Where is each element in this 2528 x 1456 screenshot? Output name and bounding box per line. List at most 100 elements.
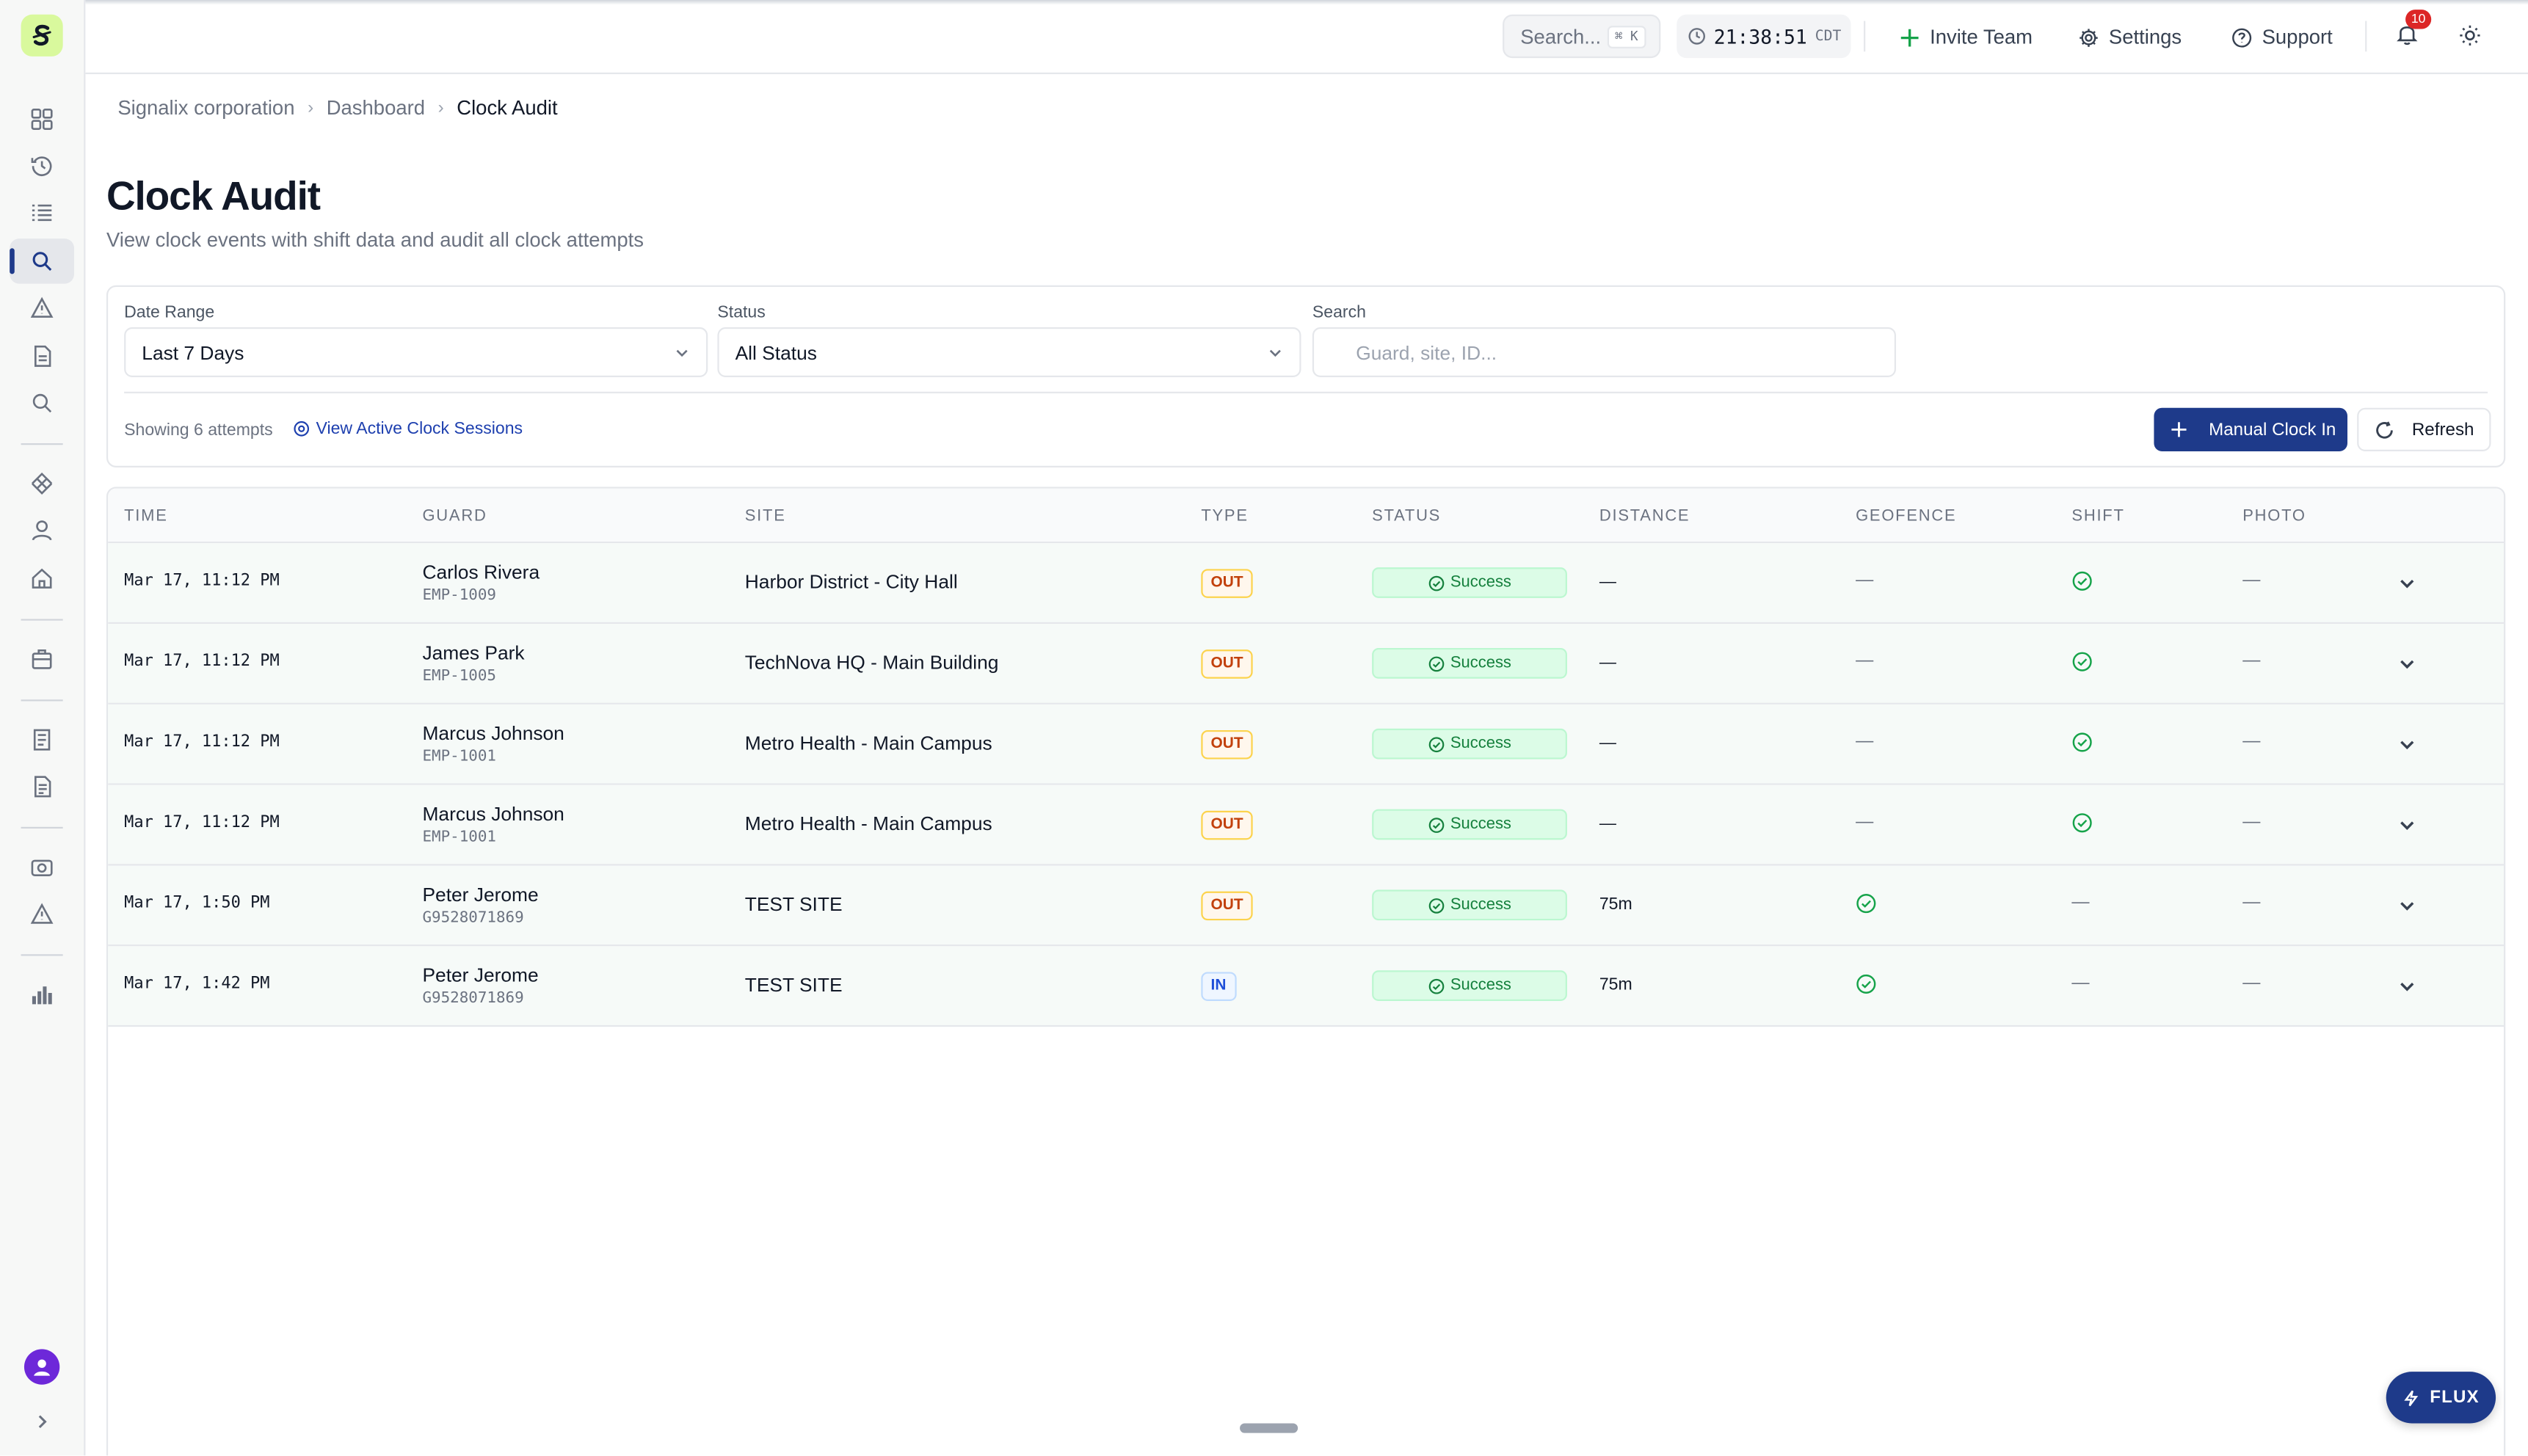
geofence-empty: — bbox=[1856, 812, 1874, 832]
shift-empty: — bbox=[2071, 892, 2090, 913]
user-icon[interactable] bbox=[27, 516, 57, 545]
history-icon[interactable] bbox=[27, 151, 57, 181]
row-guard-id: G9528071869 bbox=[422, 909, 524, 927]
search-icon[interactable] bbox=[27, 388, 57, 418]
expand-row-chevron-icon[interactable] bbox=[2397, 572, 2416, 592]
row-time: Mar 17, 1:42 PM bbox=[124, 975, 270, 994]
invite-team-button[interactable]: Invite Team bbox=[1899, 21, 2033, 54]
breadcrumb-current: Clock Audit bbox=[457, 96, 558, 120]
invite-team-label: Invite Team bbox=[1930, 26, 2033, 48]
expand-row-chevron-icon[interactable] bbox=[2397, 814, 2416, 833]
row-distance: 75m bbox=[1599, 895, 1632, 914]
incident-icon[interactable] bbox=[27, 900, 57, 929]
briefcase-icon[interactable] bbox=[27, 645, 57, 674]
status-label: Success bbox=[1450, 654, 1511, 672]
camera-icon[interactable] bbox=[27, 853, 57, 882]
check-circle-icon bbox=[1428, 575, 1444, 591]
geofence-check-icon bbox=[1856, 893, 1877, 922]
status-select[interactable]: All Status bbox=[717, 327, 1301, 377]
row-site: Harbor District - City Hall bbox=[744, 570, 958, 594]
photo-empty: — bbox=[2242, 812, 2261, 832]
expand-row-chevron-icon[interactable] bbox=[2397, 733, 2416, 752]
refresh-button[interactable]: Refresh bbox=[2357, 407, 2491, 452]
row-time: Mar 17, 11:12 PM bbox=[124, 814, 280, 832]
clock-time: 21:38:51 bbox=[1713, 25, 1807, 48]
row-guard-id: EMP-1009 bbox=[422, 586, 496, 605]
col-distance: DISTANCE bbox=[1599, 507, 1690, 526]
breadcrumb-chevron-icon: › bbox=[437, 98, 444, 118]
row-guard-name: Carlos Rivera bbox=[422, 561, 540, 584]
table-header: TIME GUARD SITE TYPE STATUS DISTANCE GEO… bbox=[108, 488, 2505, 544]
table-row[interactable]: Mar 17, 1:42 PM Peter Jerome G9528071869 TE… bbox=[108, 946, 2505, 1027]
shift-check-icon bbox=[2071, 732, 2093, 761]
theme-toggle-sun-icon[interactable] bbox=[2459, 24, 2482, 47]
row-guard-name: Peter Jerome bbox=[422, 883, 539, 906]
search-placeholder: Guard, site, ID... bbox=[1356, 341, 1497, 365]
table-row[interactable]: Mar 17, 11:12 PM James Park EMP-1005 TechNo… bbox=[108, 624, 2505, 705]
dashboard-icon[interactable] bbox=[27, 105, 57, 134]
col-photo: PHOTO bbox=[2242, 507, 2306, 526]
row-distance: — bbox=[1599, 814, 1616, 834]
date-range-label: Date Range bbox=[124, 302, 215, 323]
list-icon[interactable] bbox=[27, 198, 57, 228]
status-label: Success bbox=[1450, 573, 1511, 592]
file-icon[interactable] bbox=[27, 772, 57, 801]
row-distance: — bbox=[1599, 733, 1616, 753]
table-row[interactable]: Mar 17, 11:12 PM Marcus Johnson EMP-1001 Me… bbox=[108, 704, 2505, 785]
expand-sidebar-icon[interactable] bbox=[29, 1409, 55, 1435]
gear-icon bbox=[2080, 28, 2098, 46]
status-badge: Success bbox=[1372, 970, 1567, 1001]
search-shortcut: ⌘ K bbox=[1606, 26, 1646, 48]
logo-icon bbox=[32, 24, 51, 46]
sidebar-divider bbox=[21, 954, 63, 956]
sidebar bbox=[0, 0, 86, 1456]
shift-check-icon bbox=[2071, 651, 2093, 680]
status-value: All Status bbox=[735, 341, 817, 365]
integrations-icon[interactable] bbox=[27, 469, 57, 498]
avatar[interactable] bbox=[23, 1349, 60, 1385]
scroll-handle[interactable] bbox=[1240, 1423, 1298, 1433]
flux-assistant-button[interactable]: FLUX bbox=[2386, 1372, 2496, 1424]
home-icon[interactable] bbox=[27, 564, 57, 594]
expand-row-chevron-icon[interactable] bbox=[2397, 895, 2416, 914]
manual-clock-in-button[interactable]: Manual Clock In bbox=[2154, 407, 2348, 452]
support-button[interactable]: Support bbox=[2231, 21, 2333, 54]
table-row[interactable]: Mar 17, 11:12 PM Carlos Rivera EMP-1009 Har… bbox=[108, 543, 2505, 625]
filters-panel: Date Range Last 7 Days Status All Status… bbox=[106, 285, 2506, 467]
plus-icon bbox=[2171, 422, 2187, 437]
col-geofence: GEOFENCE bbox=[1856, 507, 1957, 526]
settings-button[interactable]: Settings bbox=[2078, 21, 2182, 54]
report-icon[interactable] bbox=[27, 725, 57, 754]
photo-empty: — bbox=[2242, 651, 2261, 671]
nav-active-indicator bbox=[10, 248, 15, 274]
view-active-sessions-link[interactable]: View Active Clock Sessions bbox=[294, 419, 523, 438]
type-badge: OUT bbox=[1201, 810, 1253, 840]
row-guard-name: Peter Jerome bbox=[422, 964, 539, 987]
logo[interactable] bbox=[21, 14, 63, 57]
expand-row-chevron-icon[interactable] bbox=[2397, 653, 2416, 672]
geofence-empty: — bbox=[1856, 570, 1874, 590]
sidebar-divider bbox=[21, 699, 63, 702]
refresh-label: Refresh bbox=[2411, 420, 2474, 440]
nav-active-highlight bbox=[10, 239, 75, 284]
breadcrumb-dashboard[interactable]: Dashboard bbox=[326, 96, 426, 120]
photo-empty: — bbox=[2242, 973, 2261, 994]
expand-row-chevron-icon[interactable] bbox=[2397, 975, 2416, 994]
document-icon[interactable] bbox=[27, 342, 57, 371]
check-circle-icon bbox=[1428, 978, 1444, 994]
showing-count: Showing 6 attempts bbox=[124, 421, 273, 440]
help-circle-icon bbox=[2232, 27, 2252, 47]
plus-icon bbox=[1900, 28, 1919, 46]
breadcrumb-company[interactable]: Signalix corporation bbox=[117, 96, 295, 120]
analytics-icon[interactable] bbox=[27, 980, 57, 1009]
alert-icon[interactable] bbox=[27, 294, 57, 323]
table-row[interactable]: Mar 17, 1:50 PM Peter Jerome G9528071869 TE… bbox=[108, 865, 2505, 947]
table-row[interactable]: Mar 17, 11:12 PM Marcus Johnson EMP-1001 Me… bbox=[108, 785, 2505, 866]
date-range-select[interactable]: Last 7 Days bbox=[124, 327, 708, 377]
clock-audit-search-icon[interactable] bbox=[27, 247, 57, 276]
sidebar-divider bbox=[21, 826, 63, 829]
shift-check-icon bbox=[2071, 571, 2093, 600]
global-search[interactable]: Search... ⌘ K bbox=[1503, 14, 1661, 59]
check-circle-icon bbox=[1428, 817, 1444, 832]
search-input[interactable]: Guard, site, ID... bbox=[1312, 327, 1897, 377]
